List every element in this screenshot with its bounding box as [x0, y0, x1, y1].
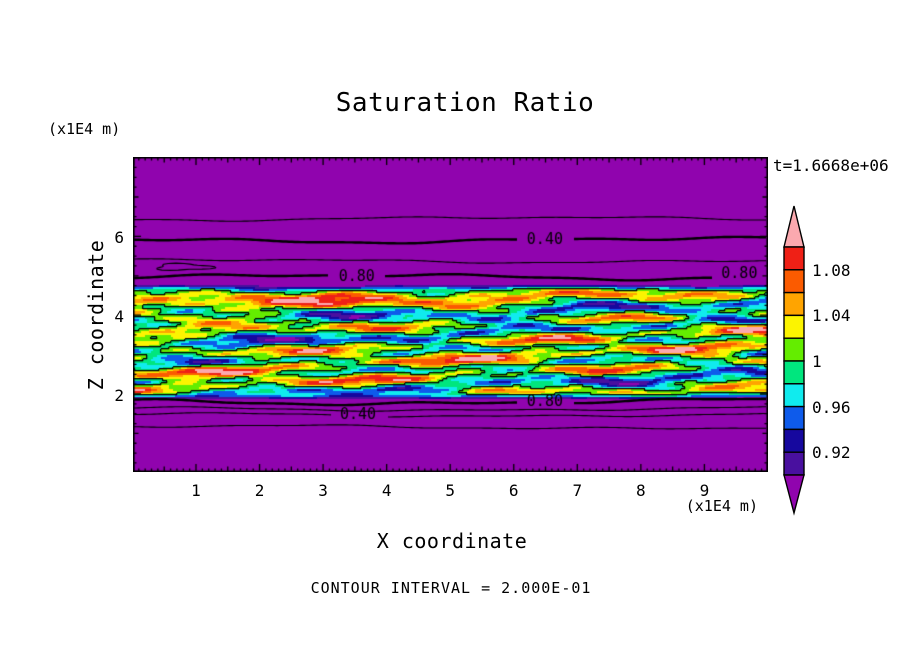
colorbar [783, 205, 805, 516]
x-tick-label: 3 [318, 481, 328, 500]
colorbar-tick-label: 1.08 [812, 260, 851, 280]
colorbar-tick-label: 0.92 [812, 443, 851, 463]
contour-plot-canvas [133, 157, 768, 472]
colorbar-tick-label: 1.04 [812, 306, 851, 326]
colorbar-tick-label: 0.96 [812, 397, 851, 417]
x-tick-label: 5 [445, 481, 456, 500]
x-tick-label: 8 [636, 481, 646, 500]
y-tick-label: 4 [114, 307, 124, 327]
plot-title: Saturation Ratio [335, 88, 595, 118]
x-tick-label: 7 [572, 481, 583, 500]
colorbar-box [783, 246, 805, 271]
colorbar-bottom-arrow [783, 474, 805, 516]
y-axis-unit-label: (x1E4 m) [48, 120, 121, 138]
timestamp-label: t=1.6668e+06 [773, 156, 889, 175]
x-axis-title: X coordinate [376, 529, 528, 553]
colorbar-top-arrow [783, 205, 805, 248]
y-tick-label: 2 [114, 386, 124, 405]
x-tick-label: 9 [699, 481, 710, 500]
y-tick-label: 6 [114, 228, 124, 248]
colorbar-box [783, 428, 805, 453]
colorbar-box [783, 405, 805, 431]
x-tick-label: 2 [254, 481, 265, 500]
colorbar-box [783, 337, 805, 362]
x-tick-label: 4 [381, 481, 392, 500]
colorbar-box [783, 314, 805, 339]
colorbar-box [783, 383, 805, 408]
x-axis-unit-label: (x1E4 m) [685, 497, 758, 515]
contour-interval-label: CONTOUR INTERVAL = 2.000E-01 [310, 579, 592, 597]
colorbar-box [783, 360, 805, 385]
x-tick-label: 6 [508, 481, 519, 500]
x-tick-label: 1 [191, 481, 201, 500]
colorbar-box [783, 291, 805, 317]
colorbar-box [783, 269, 805, 294]
colorbar-tick-label: 1 [812, 352, 822, 371]
colorbar-box [783, 451, 805, 476]
